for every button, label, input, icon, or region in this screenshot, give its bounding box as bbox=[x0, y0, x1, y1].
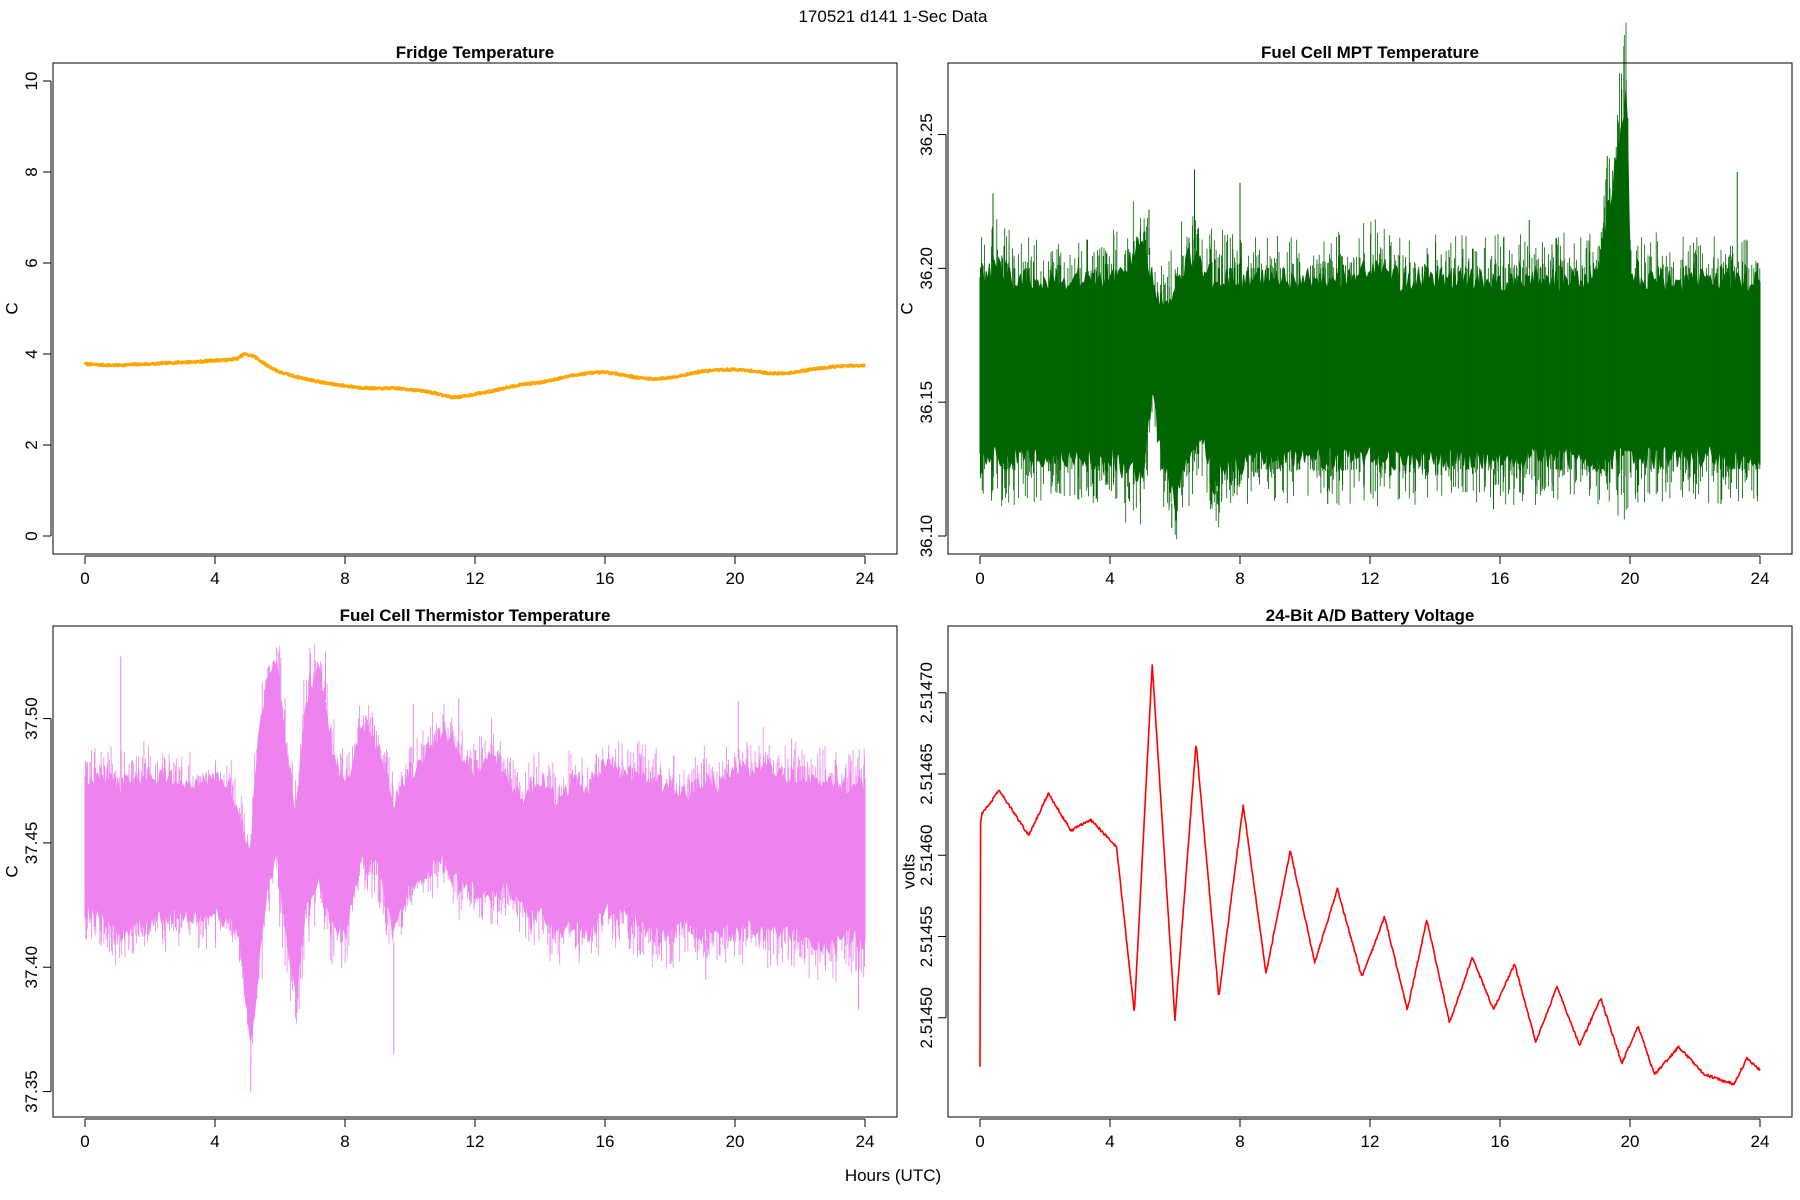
y-axis-label: C bbox=[2, 865, 21, 877]
y-axis: 0 2 4 6 8 10 bbox=[22, 72, 52, 541]
figure-xlabel: Hours (UTC) bbox=[845, 1166, 941, 1185]
y-axis-label: volts bbox=[899, 854, 918, 889]
x-tick-label: 12 bbox=[1361, 1132, 1380, 1151]
x-tick-label: 24 bbox=[856, 569, 875, 588]
x-tick-label: 4 bbox=[210, 569, 219, 588]
x-tick-label: 8 bbox=[1235, 1132, 1244, 1151]
y-tick-label: 2.51455 bbox=[917, 906, 936, 967]
x-tick-label: 24 bbox=[856, 1132, 875, 1151]
y-axis: 2.51450 2.51455 2.51460 2.51465 2.51470 bbox=[917, 662, 947, 1048]
y-tick-label: 37.40 bbox=[22, 946, 41, 989]
x-tick-label: 8 bbox=[340, 1132, 349, 1151]
chart-panel-4: 24-Bit A/D Battery Voltage volts 0 4 8 12 16 20… bbox=[899, 606, 1793, 1151]
y-tick-label: 2.51470 bbox=[917, 662, 936, 723]
x-tick-label: 4 bbox=[1105, 1132, 1114, 1151]
chart-title: Fuel Cell MPT Temperature bbox=[1261, 43, 1479, 62]
x-tick-label: 16 bbox=[596, 1132, 615, 1151]
x-tick-label: 8 bbox=[340, 569, 349, 588]
y-tick-label: 37.45 bbox=[22, 822, 41, 865]
y-tick-label: 8 bbox=[22, 167, 41, 176]
x-tick-label: 12 bbox=[466, 569, 485, 588]
x-tick-label: 24 bbox=[1751, 569, 1770, 588]
y-tick-label: 36.25 bbox=[917, 113, 936, 156]
x-tick-label: 0 bbox=[80, 569, 89, 588]
y-tick-label: 2 bbox=[22, 440, 41, 449]
y-axis-label: C bbox=[897, 302, 916, 314]
x-tick-label: 12 bbox=[466, 1132, 485, 1151]
y-tick-label: 2.51465 bbox=[917, 743, 936, 804]
x-tick-label: 20 bbox=[1621, 1132, 1640, 1151]
plot-frame bbox=[52, 62, 898, 555]
y-tick-label: 6 bbox=[22, 258, 41, 267]
x-tick-label: 4 bbox=[210, 1132, 219, 1151]
x-tick-label: 20 bbox=[1621, 569, 1640, 588]
x-tick-label: 4 bbox=[1105, 569, 1114, 588]
y-tick-label: 37.50 bbox=[22, 697, 41, 740]
y-tick-label: 0 bbox=[22, 531, 41, 540]
y-axis: 37.35 37.40 37.45 37.50 bbox=[22, 697, 52, 1113]
y-tick-label: 36.15 bbox=[917, 381, 936, 424]
chart-panel-2: Fuel Cell MPT Temperature C 0 4 8 12 16 20 24 36.… bbox=[897, 22, 1793, 588]
chart-title: Fridge Temperature bbox=[396, 43, 554, 62]
x-tick-label: 8 bbox=[1235, 569, 1244, 588]
x-axis: 0 4 8 12 16 20 24 bbox=[80, 1118, 875, 1151]
series-4 bbox=[979, 664, 1761, 1086]
x-axis: 0 4 8 12 16 20 24 bbox=[80, 555, 875, 588]
y-tick-label: 37.35 bbox=[22, 1070, 41, 1113]
x-tick-label: 16 bbox=[1491, 1132, 1510, 1151]
series-line bbox=[979, 664, 1761, 1086]
x-axis: 0 4 8 12 16 20 24 bbox=[975, 555, 1770, 588]
x-tick-label: 20 bbox=[726, 1132, 745, 1151]
plot-frame bbox=[947, 62, 1793, 555]
x-tick-label: 0 bbox=[975, 569, 984, 588]
chart-title: Fuel Cell Thermistor Temperature bbox=[340, 606, 611, 625]
x-tick-label: 12 bbox=[1361, 569, 1380, 588]
y-tick-label: 36.10 bbox=[917, 515, 936, 558]
x-tick-label: 16 bbox=[596, 569, 615, 588]
series-spikes bbox=[85, 643, 865, 1066]
x-axis: 0 4 8 12 16 20 24 bbox=[975, 1118, 1770, 1151]
x-tick-label: 16 bbox=[1491, 569, 1510, 588]
y-tick-label: 10 bbox=[22, 72, 41, 91]
figure-suptitle: 170521 d141 1-Sec Data bbox=[798, 7, 988, 26]
plot-frame bbox=[52, 625, 898, 1118]
y-tick-label: 2.51460 bbox=[917, 825, 936, 886]
series-3 bbox=[84, 643, 866, 1092]
y-tick-label: 4 bbox=[22, 349, 41, 358]
series-1 bbox=[83, 351, 867, 400]
x-tick-label: 0 bbox=[80, 1132, 89, 1151]
y-tick-label: 2.51450 bbox=[917, 987, 936, 1048]
x-tick-label: 20 bbox=[726, 569, 745, 588]
series-line bbox=[83, 351, 867, 400]
plot-frame bbox=[947, 625, 1793, 1118]
y-axis-label: C bbox=[2, 302, 21, 314]
x-tick-label: 0 bbox=[975, 1132, 984, 1151]
x-tick-label: 24 bbox=[1751, 1132, 1770, 1151]
y-tick-label: 36.20 bbox=[917, 247, 936, 290]
series-spikes bbox=[980, 22, 1761, 540]
y-axis: 36.10 36.15 36.20 36.25 bbox=[917, 113, 947, 558]
chart-panel-3: Fuel Cell Thermistor Temperature C 0 4 8 12 16… bbox=[2, 606, 898, 1151]
series-2 bbox=[979, 22, 1761, 540]
chart-title: 24-Bit A/D Battery Voltage bbox=[1266, 606, 1475, 625]
